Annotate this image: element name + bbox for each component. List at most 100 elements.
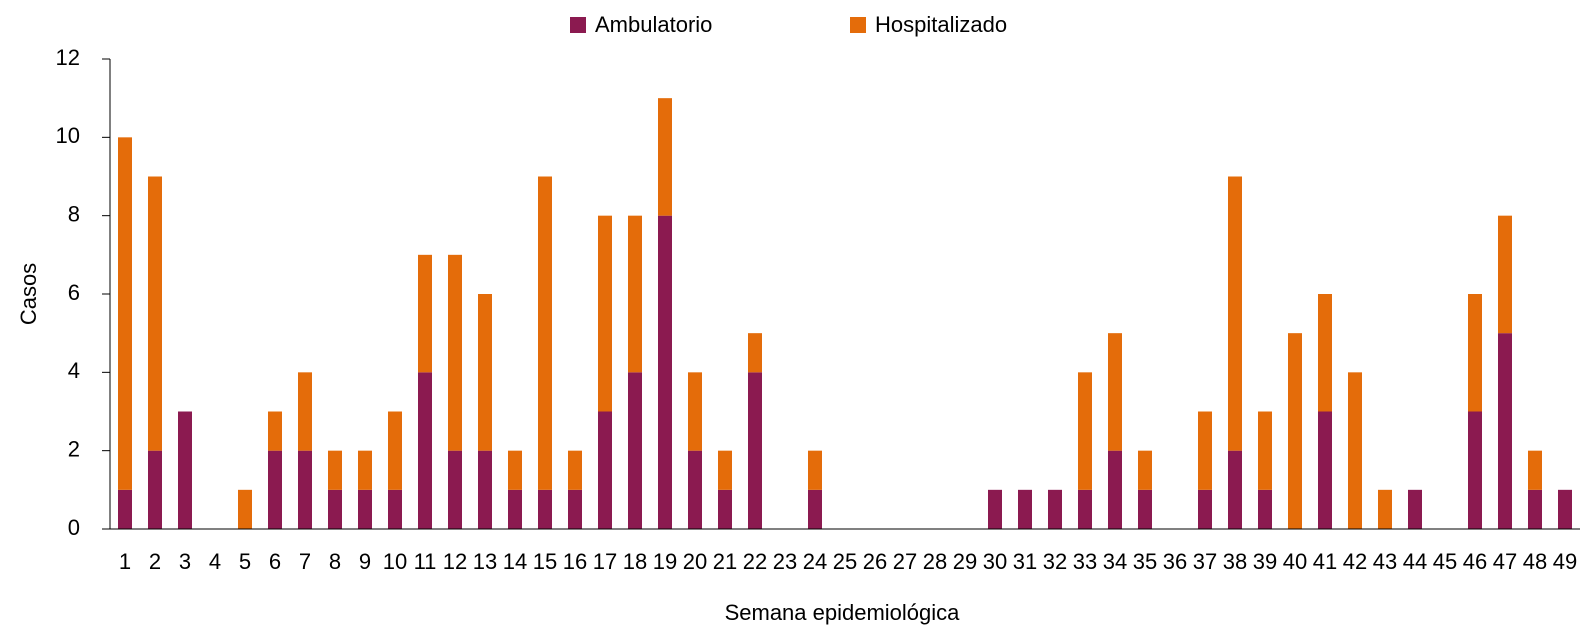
- x-tick-label: 17: [593, 549, 617, 574]
- x-tick-label: 1: [119, 549, 131, 574]
- bar-segment: [1018, 489, 1032, 529]
- x-tick-label: 34: [1103, 549, 1127, 574]
- bar-segment: [1108, 450, 1122, 529]
- x-tick-label: 24: [803, 549, 827, 574]
- bar-segment: [1138, 489, 1152, 529]
- bar-segment: [1378, 489, 1392, 529]
- x-tick-label: 10: [383, 549, 407, 574]
- x-tick-label: 44: [1403, 549, 1427, 574]
- bar-segment: [148, 176, 162, 451]
- legend-swatch: [850, 17, 866, 33]
- x-tick-label: 42: [1343, 549, 1367, 574]
- x-tick-label: 22: [743, 549, 767, 574]
- bar-segment: [1318, 411, 1332, 529]
- x-tick-label: 5: [239, 549, 251, 574]
- x-tick-label: 37: [1193, 549, 1217, 574]
- x-tick-label: 14: [503, 549, 527, 574]
- y-tick-label: 4: [68, 358, 80, 383]
- y-tick-label: 2: [68, 436, 80, 461]
- bar-segment: [418, 372, 432, 529]
- bar-segment: [118, 137, 132, 490]
- x-tick-label: 9: [359, 549, 371, 574]
- x-tick-label: 35: [1133, 549, 1157, 574]
- bar-segment: [688, 450, 702, 529]
- x-tick-label: 25: [833, 549, 857, 574]
- bar-segment: [718, 450, 732, 490]
- bar-segment: [1078, 489, 1092, 529]
- bar-segment: [658, 215, 672, 529]
- x-tick-label: 28: [923, 549, 947, 574]
- bar-segment: [328, 450, 342, 490]
- bar-segment: [1468, 294, 1482, 412]
- x-tick-label: 38: [1223, 549, 1247, 574]
- bar-segment: [1198, 489, 1212, 529]
- bar-segment: [1528, 489, 1542, 529]
- x-tick-label: 3: [179, 549, 191, 574]
- y-tick-label: 8: [68, 201, 80, 226]
- bar-segment: [1138, 450, 1152, 490]
- x-axis-label: Semana epidemiológica: [725, 600, 961, 625]
- x-tick-label: 12: [443, 549, 467, 574]
- bar-segment: [538, 176, 552, 490]
- bar-segment: [748, 372, 762, 529]
- bar-segment: [268, 450, 282, 529]
- x-tick-label: 30: [983, 549, 1007, 574]
- bar-segment: [298, 450, 312, 529]
- bar-segment: [418, 254, 432, 373]
- bar-segment: [538, 489, 552, 529]
- x-tick-label: 32: [1043, 549, 1067, 574]
- x-tick-label: 18: [623, 549, 647, 574]
- x-tick-label: 43: [1373, 549, 1397, 574]
- x-tick-label: 19: [653, 549, 677, 574]
- bar-segment: [298, 372, 312, 451]
- x-tick-label: 13: [473, 549, 497, 574]
- x-tick-label: 15: [533, 549, 557, 574]
- bar-segment: [1078, 372, 1092, 490]
- bar-segment: [448, 450, 462, 529]
- x-tick-label: 48: [1523, 549, 1547, 574]
- bar-segment: [1198, 411, 1212, 490]
- bar-segment: [1318, 294, 1332, 412]
- bar-segment: [478, 294, 492, 451]
- bar-segment: [1258, 411, 1272, 490]
- x-tick-label: 31: [1013, 549, 1037, 574]
- bar-segment: [118, 489, 132, 529]
- bar-segment: [1228, 450, 1242, 529]
- bar-segment: [688, 372, 702, 451]
- bar-segment: [568, 489, 582, 529]
- bar-segment: [808, 489, 822, 529]
- x-tick-label: 21: [713, 549, 737, 574]
- bar-segment: [388, 489, 402, 529]
- bar-segment: [358, 450, 372, 490]
- bar-segment: [148, 450, 162, 529]
- y-tick-label: 0: [68, 515, 80, 540]
- x-tick-label: 36: [1163, 549, 1187, 574]
- y-tick-label: 10: [56, 123, 80, 148]
- bar-segment: [328, 489, 342, 529]
- bar-segment: [1408, 489, 1422, 529]
- bar-segment: [808, 450, 822, 490]
- x-tick-label: 7: [299, 549, 311, 574]
- bar-segment: [1558, 489, 1572, 529]
- bar-segment: [1498, 333, 1512, 529]
- bar-segment: [598, 215, 612, 412]
- bar-segment: [178, 411, 192, 529]
- x-tick-label: 33: [1073, 549, 1097, 574]
- x-tick-label: 49: [1553, 549, 1577, 574]
- x-tick-label: 6: [269, 549, 281, 574]
- bar-segment: [658, 98, 672, 216]
- x-tick-label: 29: [953, 549, 977, 574]
- bar-segment: [1258, 489, 1272, 529]
- x-tick-label: 2: [149, 549, 161, 574]
- bar-segment: [238, 489, 252, 529]
- bar-segment: [388, 411, 402, 490]
- legend-label: Hospitalizado: [875, 12, 1007, 37]
- bar-segment: [748, 333, 762, 373]
- x-tick-label: 20: [683, 549, 707, 574]
- bar-segment: [508, 489, 522, 529]
- bar-segment: [448, 254, 462, 451]
- x-tick-label: 46: [1463, 549, 1487, 574]
- legend-swatch: [570, 17, 586, 33]
- x-tick-label: 47: [1493, 549, 1517, 574]
